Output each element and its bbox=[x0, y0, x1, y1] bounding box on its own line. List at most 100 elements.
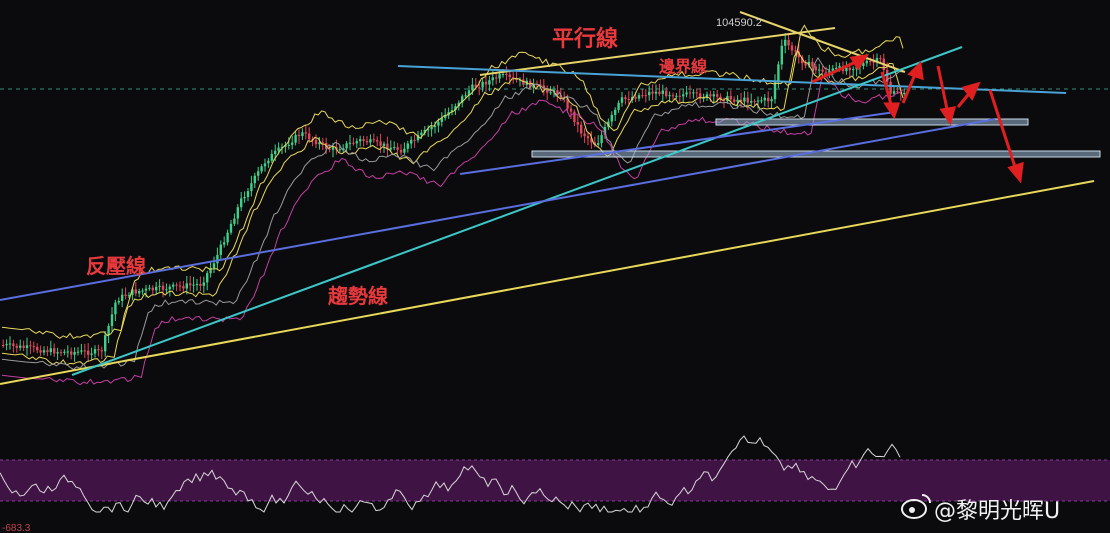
candle-body bbox=[678, 95, 681, 97]
parallel-line-label: 平行線 bbox=[552, 26, 618, 52]
candle-body bbox=[29, 345, 32, 347]
candle-body bbox=[53, 348, 56, 354]
candle-body bbox=[481, 81, 484, 88]
candle-body bbox=[821, 69, 824, 72]
candle-body bbox=[399, 149, 403, 153]
candle-body bbox=[36, 346, 39, 351]
candle-body bbox=[879, 58, 882, 60]
candle-body bbox=[804, 63, 807, 66]
candle-body bbox=[433, 125, 437, 127]
candle-body bbox=[131, 289, 134, 296]
candle-body bbox=[709, 94, 712, 97]
candle-body bbox=[331, 147, 335, 150]
candle-body bbox=[505, 74, 508, 76]
candle-body bbox=[403, 148, 406, 153]
candle-body bbox=[70, 351, 73, 355]
candle-body bbox=[83, 350, 86, 352]
candle-body bbox=[586, 136, 590, 139]
candle-body bbox=[508, 74, 511, 78]
candle-body bbox=[158, 285, 161, 287]
candle-body bbox=[797, 51, 800, 58]
candle-body bbox=[641, 95, 644, 97]
candle-body bbox=[756, 100, 760, 102]
candle-body bbox=[277, 147, 280, 151]
candle-body bbox=[688, 92, 692, 94]
candle-body bbox=[862, 63, 865, 67]
candle-body bbox=[464, 95, 467, 97]
candle-body bbox=[763, 97, 766, 101]
candle-body bbox=[243, 197, 246, 199]
candle-body bbox=[495, 77, 498, 79]
trend-line-cyan bbox=[71, 46, 963, 376]
candle-body bbox=[892, 91, 896, 94]
candle-body bbox=[777, 64, 780, 82]
support-band-upper bbox=[715, 118, 1029, 126]
candle-body bbox=[59, 352, 63, 354]
candle-body bbox=[498, 74, 501, 79]
candle-body bbox=[90, 353, 93, 355]
candle-body bbox=[76, 351, 80, 353]
candle-body bbox=[794, 50, 797, 52]
candle-body bbox=[488, 80, 491, 85]
candle-body bbox=[780, 45, 783, 65]
candle-body bbox=[753, 101, 756, 103]
candle-body bbox=[437, 121, 440, 126]
candle-body bbox=[328, 148, 331, 150]
boundary-line bbox=[397, 65, 1067, 94]
candle-body bbox=[420, 132, 423, 135]
candle-body bbox=[389, 147, 392, 150]
candle-body bbox=[845, 67, 848, 72]
candle-body bbox=[838, 66, 841, 69]
candle-body bbox=[32, 346, 35, 348]
candle-body bbox=[291, 142, 294, 145]
candle-body bbox=[556, 90, 559, 96]
candle-body bbox=[314, 139, 318, 145]
candle-body bbox=[396, 147, 399, 150]
candle-body bbox=[767, 97, 770, 102]
candle-body bbox=[450, 110, 454, 113]
projection-arrows bbox=[811, 54, 1024, 184]
candle-body bbox=[15, 345, 18, 348]
candle-body bbox=[872, 61, 875, 63]
candle-body bbox=[648, 91, 651, 96]
candle-body bbox=[5, 344, 8, 346]
candle-body bbox=[42, 350, 46, 353]
resistance-line-label: 反壓線 bbox=[86, 254, 146, 278]
candle-body bbox=[226, 232, 229, 243]
candle-body bbox=[675, 95, 678, 97]
candle-body bbox=[760, 100, 763, 102]
candle-body bbox=[566, 98, 569, 109]
candle-body bbox=[189, 283, 192, 286]
candle-body bbox=[484, 81, 488, 85]
weibo-icon bbox=[901, 494, 931, 519]
candle-body bbox=[274, 150, 277, 155]
candle-body bbox=[192, 284, 195, 286]
candle-body bbox=[654, 91, 658, 94]
high-price-label: 104590.2 bbox=[716, 17, 762, 29]
candle-body bbox=[202, 282, 205, 286]
candle-body bbox=[661, 90, 664, 94]
moving-average-2 bbox=[1, 56, 904, 371]
candle-body bbox=[382, 143, 386, 146]
candle-body bbox=[569, 108, 573, 112]
candle-body bbox=[134, 289, 137, 294]
candle-body bbox=[702, 97, 705, 99]
candle-body bbox=[46, 350, 49, 353]
candle-body bbox=[620, 97, 624, 103]
candle-body bbox=[12, 343, 15, 346]
candle-body bbox=[294, 134, 297, 143]
trend-line-long bbox=[0, 180, 1095, 385]
candle-body bbox=[491, 77, 494, 81]
candle-body bbox=[359, 139, 362, 142]
candle-body bbox=[195, 283, 199, 285]
candle-body bbox=[624, 97, 627, 99]
candle-body bbox=[824, 71, 828, 73]
candle-body bbox=[716, 94, 719, 97]
candle-body bbox=[144, 288, 148, 291]
candle-body bbox=[219, 244, 222, 255]
candle-body bbox=[97, 349, 100, 351]
candle-body bbox=[576, 122, 579, 125]
candle-body bbox=[369, 139, 372, 143]
